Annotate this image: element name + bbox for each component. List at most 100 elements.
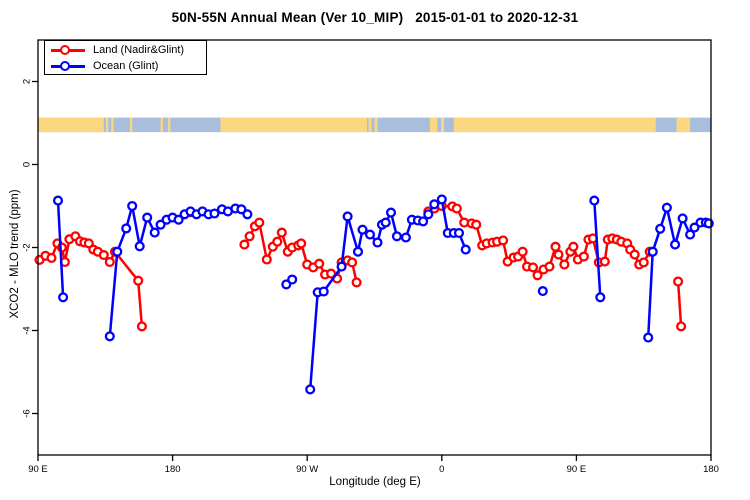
series-line <box>243 221 358 283</box>
map-band-land-segment <box>160 117 163 133</box>
y-tick-label: -2 <box>22 243 33 251</box>
data-point <box>559 259 570 270</box>
map-band-land-segment <box>106 117 109 133</box>
ocean-series-key-icon <box>51 60 85 72</box>
x-tick-label: 90 E <box>28 464 48 475</box>
y-tick-label: -6 <box>22 409 33 417</box>
data-point <box>647 246 658 257</box>
y-tick-label: 0 <box>22 162 33 167</box>
data-point <box>460 244 471 255</box>
data-point <box>595 292 606 303</box>
legend-item-land: Land (Nadir&Glint) <box>51 42 206 57</box>
map-band-land-segment <box>429 117 438 133</box>
data-point <box>254 217 265 228</box>
map-band-land-segment <box>676 117 691 133</box>
map-band-land-segment <box>38 117 104 133</box>
data-point <box>305 384 316 395</box>
data-point <box>578 251 589 262</box>
data-point <box>46 252 57 263</box>
data-point <box>436 194 447 205</box>
map-band-land-segment <box>168 117 171 133</box>
x-tick-label: 180 <box>703 464 719 475</box>
data-point <box>149 227 160 238</box>
data-point <box>287 274 298 285</box>
data-point <box>242 209 253 220</box>
data-point <box>326 268 337 279</box>
series-ocean <box>52 194 714 395</box>
data-point <box>236 204 247 215</box>
data-point <box>673 276 684 287</box>
data-point <box>276 227 287 238</box>
data-point <box>155 219 166 230</box>
data-point <box>318 286 329 297</box>
data-point <box>296 238 307 249</box>
data-point <box>517 246 528 257</box>
data-point <box>661 202 672 213</box>
x-tick-label: 90 W <box>296 464 318 475</box>
data-point <box>121 223 132 234</box>
map-band-land-segment <box>374 117 378 133</box>
data-point <box>244 231 255 242</box>
data-point <box>127 200 138 212</box>
data-point <box>677 213 688 224</box>
data-point <box>544 261 555 272</box>
data-point <box>550 241 561 252</box>
map-band-land-segment <box>129 117 133 133</box>
data-point <box>336 261 347 272</box>
data-point <box>589 195 600 206</box>
data-point <box>532 270 543 281</box>
x-tick-label: 90 E <box>567 464 587 475</box>
data-point <box>429 199 440 210</box>
data-point <box>372 237 383 248</box>
data-point <box>209 208 220 219</box>
series-line <box>676 281 683 327</box>
y-tick-label: -4 <box>22 326 33 334</box>
data-point <box>418 216 429 227</box>
data-point <box>142 212 153 223</box>
data-point <box>98 249 109 261</box>
data-point <box>638 257 649 268</box>
y-tick-label: 2 <box>22 79 33 84</box>
data-point <box>676 321 687 332</box>
x-tick-label: 0 <box>439 464 444 475</box>
data-point <box>670 239 681 250</box>
data-point <box>453 227 465 239</box>
series-line <box>308 198 467 390</box>
map-band-land-segment <box>111 117 114 133</box>
x-axis-label: Longitude (deg E) <box>329 476 421 488</box>
series-land <box>34 200 687 332</box>
data-point <box>133 275 144 286</box>
data-point <box>527 262 539 273</box>
legend-item-ocean: Ocean (Glint) <box>51 58 206 73</box>
legend-label-land: Land (Nadir&Glint) <box>93 43 185 56</box>
data-point <box>629 249 640 260</box>
map-band-land-segment <box>368 117 372 133</box>
data-point <box>471 219 482 230</box>
data-point <box>104 256 115 268</box>
data-point <box>643 332 654 343</box>
data-point <box>498 235 509 246</box>
data-point <box>685 229 696 240</box>
data-point <box>261 254 272 265</box>
data-point <box>58 292 69 303</box>
data-point <box>173 214 184 225</box>
data-point <box>136 321 147 332</box>
land-series-key-icon <box>51 44 85 56</box>
data-point <box>380 217 391 228</box>
legend-label-ocean: Ocean (Glint) <box>93 59 159 72</box>
data-point <box>314 258 325 269</box>
data-point <box>553 249 564 260</box>
data-point <box>112 246 123 257</box>
legend: Land (Nadir&Glint) Ocean (Glint) <box>44 40 207 75</box>
data-point <box>385 207 397 218</box>
data-point <box>351 277 362 288</box>
map-band-land-segment <box>220 117 368 133</box>
data-point <box>689 222 700 233</box>
data-point <box>239 239 250 250</box>
data-point <box>364 229 376 240</box>
data-point <box>451 203 462 214</box>
data-point <box>52 195 64 206</box>
data-point <box>537 286 548 297</box>
